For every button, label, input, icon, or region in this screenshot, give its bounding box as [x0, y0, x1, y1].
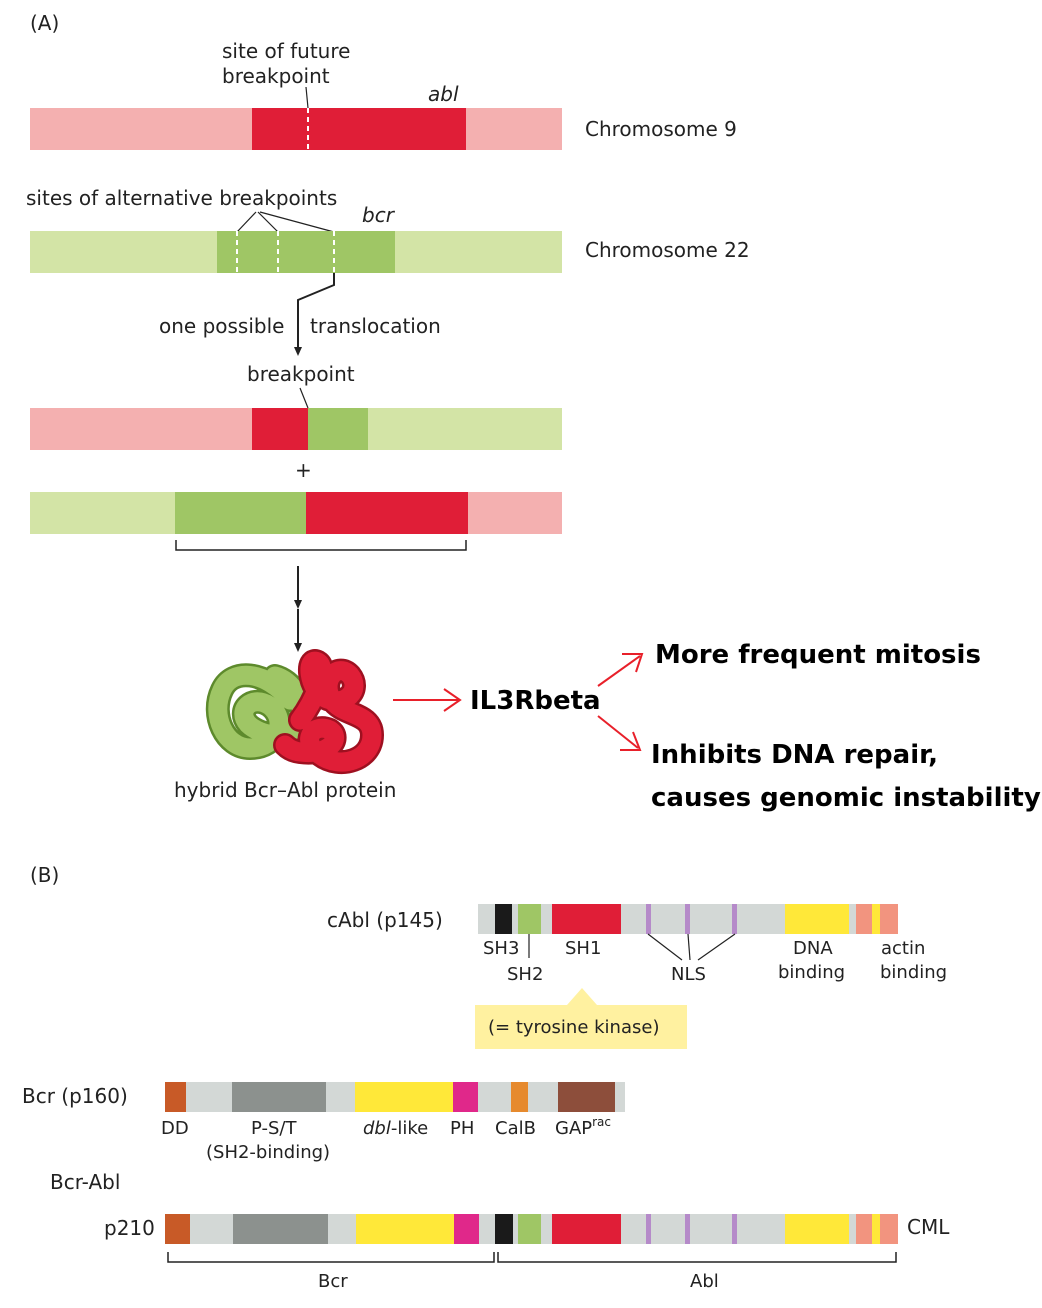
dna-repair-arrow: [597, 715, 642, 751]
protein-to-il3rbeta-arrow: [393, 688, 462, 712]
chromosome-22-bar: [30, 231, 562, 273]
sh2-domain: [518, 904, 541, 934]
cml-label: CML: [907, 1215, 950, 1239]
calb-domain: [511, 1082, 528, 1112]
dna-binding-domain: [785, 904, 849, 934]
sh3-label: SH3: [483, 938, 519, 959]
nls-motif-2: [685, 904, 690, 934]
dd-label: DD: [161, 1118, 189, 1139]
nls-motif-3: [732, 904, 737, 934]
derivative-chromosome-9: [30, 408, 562, 450]
dna-binding-label-2: binding: [778, 962, 845, 983]
bcr-gene-region: [217, 231, 395, 273]
ph-label: PH: [450, 1118, 474, 1139]
future-breakpoint-pointer: [305, 86, 309, 109]
gap-rac-domain: [558, 1082, 615, 1112]
sh1-label: SH1: [565, 938, 601, 959]
actin-binding-1: [856, 904, 872, 934]
sh1-kinase-domain: [552, 904, 621, 934]
bcr-bracket: [167, 1252, 495, 1263]
plus-sign: +: [295, 458, 312, 482]
nls-label: NLS: [671, 964, 706, 985]
abl-gene-region: [252, 108, 466, 150]
one-possible-label: one possible: [159, 314, 284, 338]
protein-label: hybrid Bcr–Abl protein: [174, 778, 396, 802]
cabl-domain-bar: [478, 904, 898, 934]
gap-rac-label: GAPrac: [555, 1115, 611, 1139]
il3rbeta-label: IL3Rbeta: [470, 686, 601, 716]
pst-label-1: P-S/T: [251, 1118, 297, 1139]
actin-binding-2: [872, 904, 880, 934]
calb-label: CalB: [495, 1118, 536, 1139]
abl-bracket: [497, 1252, 897, 1263]
mitosis-arrow: [597, 653, 644, 687]
cabl-label: cAbl (p145): [327, 908, 443, 932]
tyrosine-kinase-callout: [475, 988, 687, 1049]
ph-domain: [453, 1082, 478, 1112]
actin-binding-label-2: binding: [880, 962, 947, 983]
dbl-like-domain: [355, 1082, 453, 1112]
nls-pointers: [647, 933, 736, 961]
dbl-like-label: dbl-like: [363, 1118, 428, 1139]
breakpoint-pointer: [299, 387, 309, 409]
effect-dna-repair: Inhibits DNA repair,: [651, 740, 938, 770]
tyrosine-kinase-label: (= tyrosine kinase): [488, 1017, 659, 1038]
bcr-domain-bar: [165, 1082, 625, 1112]
abl-gene-label: abl: [428, 82, 459, 106]
p210-domain-bar: [165, 1214, 898, 1244]
chromosome-9-bar: [30, 108, 562, 150]
translocation-label: translocation: [310, 314, 441, 338]
dna-binding-label-1: DNA: [793, 938, 833, 959]
bcr-abl-label: Bcr-Abl: [50, 1170, 120, 1194]
translocation-arrow: [294, 273, 335, 356]
effect-mitosis: More frequent mitosis: [655, 640, 981, 670]
breakpoint-label: breakpoint: [247, 362, 355, 386]
sh3-domain: [495, 904, 512, 934]
dd-domain: [165, 1082, 186, 1112]
panel-a-label: (A): [30, 11, 59, 35]
future-breakpoint-label-2: breakpoint: [222, 64, 330, 88]
future-breakpoint-label-1: site of future: [222, 39, 350, 63]
chromosome-9-label: Chromosome 9: [585, 117, 737, 141]
panel-b-label: (B): [30, 863, 59, 887]
hybrid-protein-icon: [205, 649, 385, 775]
fusion-gene-bracket: [175, 540, 467, 551]
bcr-bracket-label: Bcr: [318, 1271, 348, 1292]
bcr-p160-label: Bcr (p160): [22, 1084, 128, 1108]
chromosome-22-label: Chromosome 22: [585, 238, 750, 262]
p210-label: p210: [104, 1216, 155, 1240]
bcr-gene-label: bcr: [362, 203, 396, 227]
actin-binding-label-1: actin: [881, 938, 925, 959]
philadelphia-chromosome: [30, 492, 562, 534]
sh2-label: SH2: [507, 964, 543, 985]
pst-label-2: (SH2-binding): [206, 1142, 330, 1163]
pst-domain: [232, 1082, 326, 1112]
effect-genomic-instability: causes genomic instability: [651, 783, 1041, 813]
alt-breakpoint-pointers: [236, 211, 335, 233]
actin-binding-3: [880, 904, 898, 934]
abl-bracket-label: Abl: [690, 1271, 719, 1292]
alt-breakpoints-label: sites of alternative breakpoints: [26, 186, 337, 210]
nls-motif-1: [646, 904, 651, 934]
